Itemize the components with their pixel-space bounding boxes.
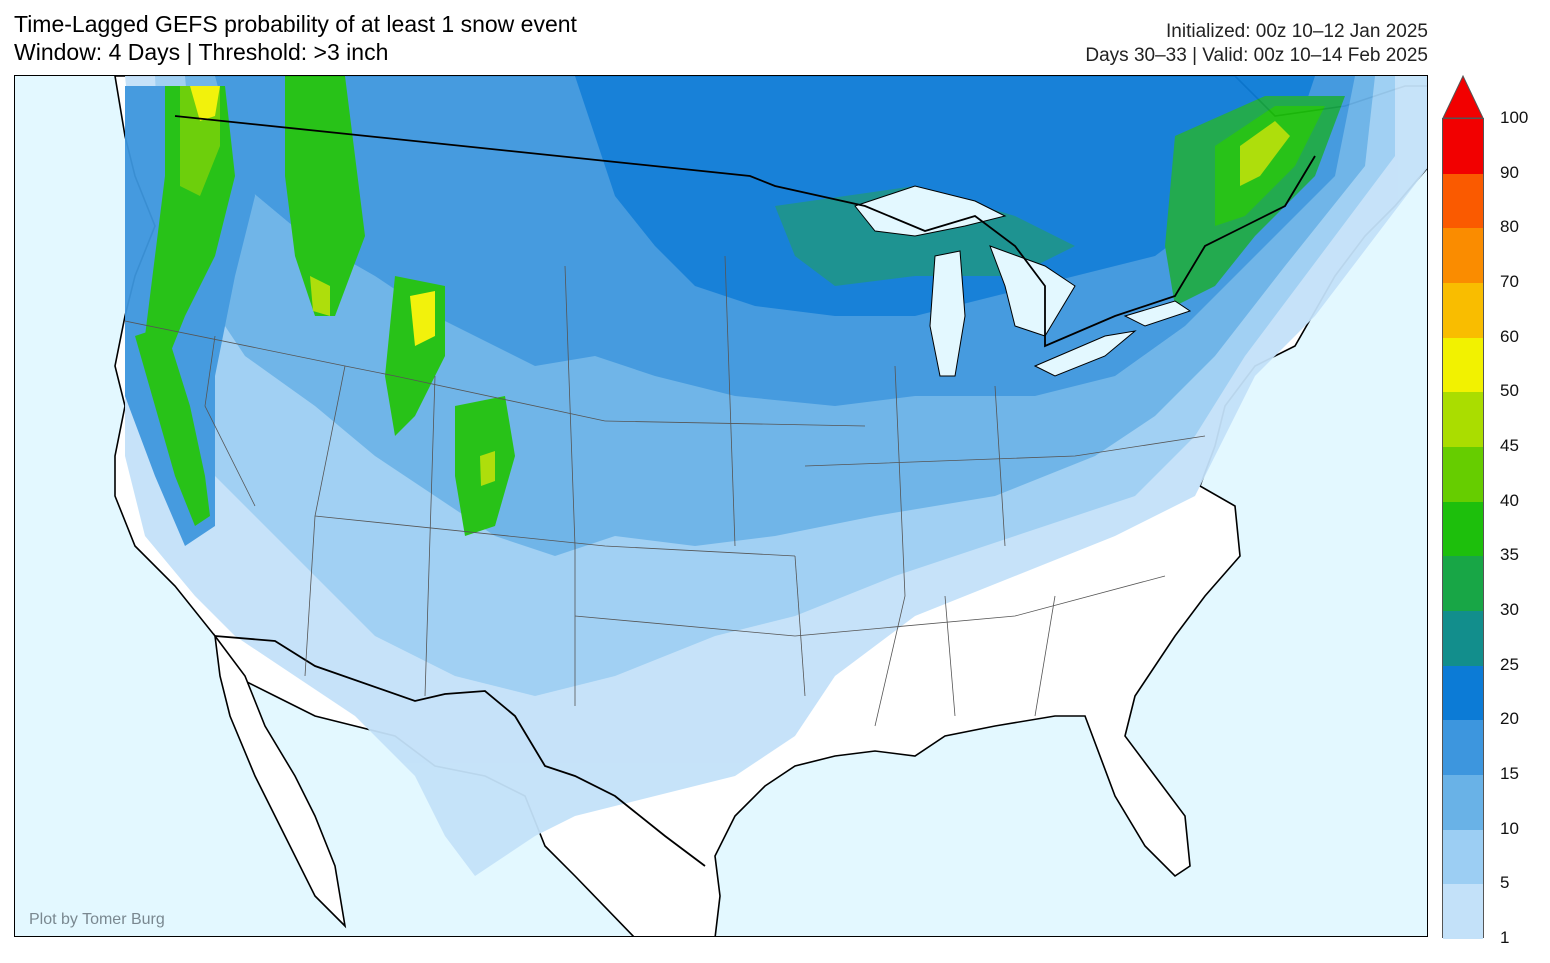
run-info: Initialized: 00z 10–12 Jan 2025 Days 30–… [1085, 20, 1428, 68]
colorbar-segment [1443, 775, 1483, 830]
colorbar-tick-label: 80 [1500, 217, 1519, 237]
colorbar-tick-label: 30 [1500, 600, 1519, 619]
great-lakes [854, 185, 1192, 377]
colorbar-tick-label: 40 [1500, 490, 1519, 510]
border-us-canada [174, 115, 1316, 348]
lake-superior [854, 185, 1007, 237]
colorbar-tick-label: 100 [1500, 108, 1529, 127]
colorbar-tick-label: 90 [1500, 162, 1519, 182]
colorbar-segment [1443, 884, 1483, 939]
colorbar-tick-label: 35 [1500, 545, 1519, 565]
colorbar-segment [1443, 556, 1483, 611]
baja-peninsula [213, 633, 347, 929]
colorbar-tick-label: 45 [1500, 436, 1519, 455]
colorbar-segment [1443, 173, 1483, 229]
colorbar-segment [1443, 501, 1483, 557]
colorbar-tick-label: 5 [1500, 873, 1510, 893]
colorbar-tick-label: 1 [1500, 928, 1510, 947]
title-line-2: Window: 4 Days | Threshold: >3 inch [14, 39, 389, 65]
colorbar-segment [1443, 337, 1483, 393]
colorbar-tick-label: 60 [1500, 326, 1519, 346]
chart-title: Time-Lagged GEFS probability of at least… [14, 10, 577, 66]
colorbar-segment [1443, 119, 1483, 174]
colorbar [1442, 118, 1484, 939]
colorbar-segment [1443, 829, 1483, 885]
colorbar-tick-label: 25 [1500, 654, 1519, 674]
colorbar-tick-label: 10 [1500, 818, 1519, 838]
colorbar-segment [1443, 611, 1483, 666]
lake-michigan [929, 250, 966, 377]
colorbar-segment [1443, 392, 1483, 447]
map-svg: Plot by Tomer Burg [15, 76, 1427, 936]
lake-erie [1033, 330, 1137, 377]
map-panel: Plot by Tomer Burg [14, 75, 1428, 937]
colorbar-segment [1443, 283, 1483, 338]
colorbar-tick-label: 70 [1500, 272, 1519, 291]
colorbar-tick-label: 20 [1500, 709, 1519, 729]
init-line: Initialized: 00z 10–12 Jan 2025 [1166, 21, 1428, 42]
lake-ontario [1123, 300, 1192, 327]
colorbar-arrow [1442, 75, 1484, 119]
plot-credit: Plot by Tomer Burg [29, 911, 165, 928]
colorbar-tick-label: 50 [1500, 381, 1519, 401]
border-us-mexico [214, 635, 706, 867]
title-line-1: Time-Lagged GEFS probability of at least… [14, 11, 577, 37]
colorbar-tick-label: 15 [1500, 764, 1519, 783]
valid-line: Days 30–33 | Valid: 00z 10–14 Feb 2025 [1085, 45, 1428, 66]
colorbar-segment [1443, 447, 1483, 502]
state-lines [124, 255, 1206, 727]
colorbar-segment [1443, 665, 1483, 721]
colorbar-segment [1443, 720, 1483, 775]
colorbar-segment [1443, 228, 1483, 283]
